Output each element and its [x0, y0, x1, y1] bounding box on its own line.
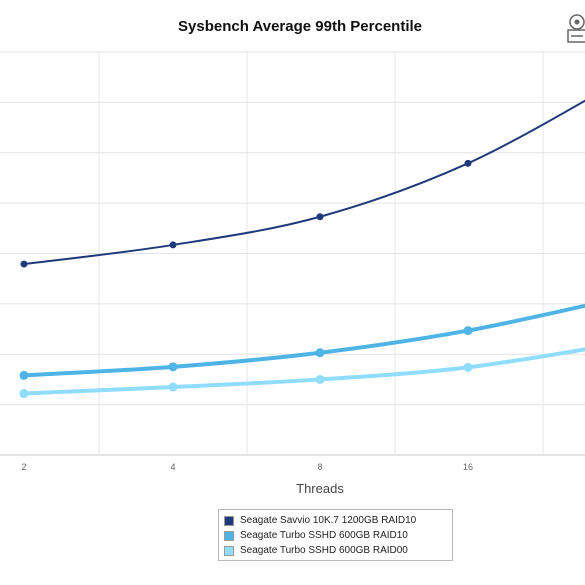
x-axis-title: Threads	[296, 481, 344, 496]
legend-item: Seagate Turbo SSHD 600GB RAID10	[224, 528, 452, 543]
x-tick-label: 2	[21, 462, 26, 472]
data-point	[316, 213, 324, 221]
x-tick-label: 4	[170, 462, 175, 472]
x-tick-labels: 2481632	[21, 462, 473, 472]
data-point	[168, 382, 178, 392]
data-point	[168, 362, 178, 372]
data-point	[20, 260, 28, 268]
chart-title: Sysbench Average 99th Percentile	[178, 18, 422, 35]
legend-item: Seagate Turbo SSHD 600GB RAID00	[224, 543, 452, 558]
data-point	[169, 241, 177, 249]
legend-swatch	[224, 545, 234, 556]
legend-swatch	[224, 515, 234, 526]
sr-logo-icon	[565, 14, 585, 44]
series-lines	[19, 99, 585, 399]
legend-swatch	[224, 530, 234, 541]
data-point	[463, 362, 473, 372]
data-point	[463, 326, 473, 336]
data-point	[315, 348, 325, 358]
legend-label: Seagate Savvio 10K.7 1200GB RAID10	[240, 515, 417, 526]
data-point	[19, 389, 29, 399]
data-point	[464, 159, 472, 167]
data-point	[315, 374, 325, 384]
legend-label: Seagate Turbo SSHD 600GB RAID00	[240, 545, 408, 556]
series-line	[23, 347, 585, 396]
x-tick-label: 8	[317, 462, 322, 472]
x-tick-label: 16	[463, 462, 473, 472]
legend-item: Seagate Savvio 10K.7 1200GB RAID10	[224, 513, 452, 528]
grid-lines	[0, 51, 585, 456]
series-line	[23, 99, 585, 266]
data-point	[19, 370, 29, 380]
legend-label: Seagate Turbo SSHD 600GB RAID10	[240, 530, 408, 541]
legend: Seagate Savvio 10K.7 1200GB RAID10 Seaga…	[218, 509, 453, 561]
